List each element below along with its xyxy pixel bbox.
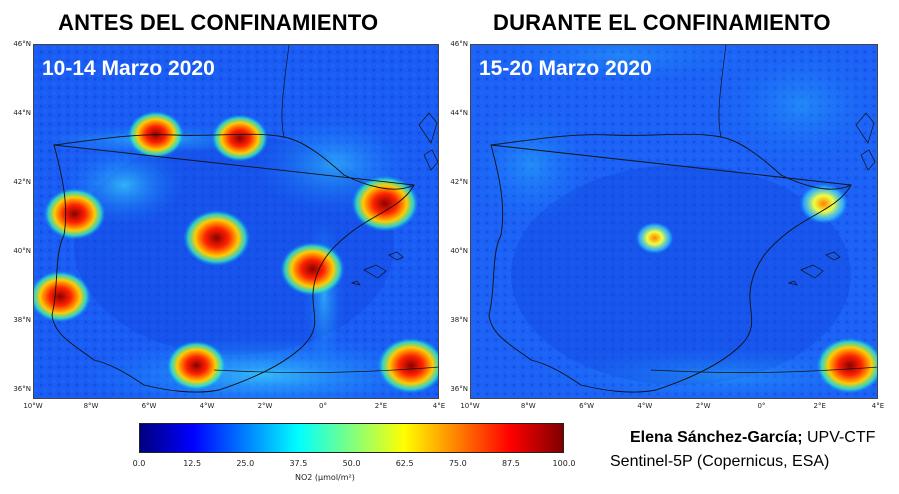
colorbar-tick: 0.0 bbox=[132, 459, 146, 468]
lat-tick: 36°N bbox=[450, 384, 468, 393]
colorbar-label: NO2 (µmol/m²) bbox=[295, 473, 355, 482]
lon-tick: 2°E bbox=[813, 402, 826, 410]
map-before: 10-14 Marzo 2020 bbox=[33, 44, 439, 399]
hotspot-barcelona bbox=[351, 175, 419, 232]
hotspot-madrid bbox=[635, 222, 674, 254]
hotspot-málaga bbox=[166, 340, 227, 391]
author-name: Elena Sánchez-García; bbox=[630, 429, 803, 446]
hotspot-argel bbox=[816, 337, 877, 394]
lat-tick: 40°N bbox=[13, 246, 31, 255]
lon-tick: 2°E bbox=[374, 402, 388, 410]
lat-tick: 44°N bbox=[13, 108, 31, 117]
lon-tick: 8°W bbox=[520, 402, 536, 410]
hotspot-bilbao bbox=[211, 114, 269, 162]
lon-tick: 0° bbox=[757, 402, 766, 410]
lon-tick: 8°W bbox=[83, 402, 99, 410]
colorbar-fill bbox=[140, 424, 563, 452]
period-label-before: 10-14 Marzo 2020 bbox=[42, 57, 215, 80]
lon-tick: 6°W bbox=[141, 402, 157, 410]
colorbar-tick: 37.5 bbox=[289, 459, 308, 468]
lon-tick: 4°E bbox=[432, 402, 446, 410]
lon-tick: 4°E bbox=[871, 402, 885, 410]
hotspot-barcelona bbox=[799, 183, 848, 224]
colorbar-tick: 50.0 bbox=[342, 459, 361, 468]
lat-tick: 42°N bbox=[13, 177, 31, 186]
hotspot-madrid bbox=[183, 210, 251, 267]
lon-tick: 10°W bbox=[23, 402, 43, 410]
no2-map-before bbox=[34, 45, 438, 398]
colorbar-tick: 62.5 bbox=[395, 459, 414, 468]
author-affiliation: UPV-CTF bbox=[802, 429, 876, 446]
map-during: 15-20 Marzo 2020 bbox=[470, 44, 878, 399]
colorbar-tick: 12.5 bbox=[183, 459, 202, 468]
lon-tick: 2°W bbox=[257, 402, 273, 410]
hotspot-valencia bbox=[280, 242, 345, 296]
lat-tick: 36°N bbox=[13, 384, 31, 393]
period-label-during: 15-20 Marzo 2020 bbox=[479, 57, 652, 80]
lat-tick: 40°N bbox=[450, 246, 468, 255]
colorbar-tick: 75.0 bbox=[448, 459, 467, 468]
colorbar bbox=[139, 423, 564, 453]
lon-tick: 10°W bbox=[460, 402, 480, 410]
no2-map-during bbox=[471, 45, 877, 398]
lat-tick: 44°N bbox=[450, 108, 468, 117]
title-during: DURANTE EL CONFINAMIENTO bbox=[493, 10, 831, 35]
lat-tick: 42°N bbox=[450, 177, 468, 186]
lon-tick: 2°W bbox=[695, 402, 711, 410]
lon-tick: 4°W bbox=[637, 402, 653, 410]
lon-tick: 4°W bbox=[199, 402, 215, 410]
credit-author: Elena Sánchez-García; UPV-CTF bbox=[630, 429, 875, 447]
colorbar-gradient bbox=[140, 424, 563, 452]
colorbar-tick: 25.0 bbox=[236, 459, 255, 468]
credit-source: Sentinel-5P (Copernicus, ESA) bbox=[610, 453, 830, 470]
lon-tick: 0° bbox=[319, 402, 327, 410]
lat-tick: 38°N bbox=[13, 315, 31, 324]
hotspot-porto bbox=[43, 188, 106, 240]
colorbar-tick: 87.5 bbox=[501, 459, 520, 468]
lat-tick: 38°N bbox=[450, 315, 468, 324]
title-before: ANTES DEL CONFINAMIENTO bbox=[58, 10, 379, 35]
hotspot-lisboa bbox=[34, 270, 92, 323]
colorbar-tick: 100.0 bbox=[552, 459, 576, 468]
hotspot-argel bbox=[377, 337, 438, 394]
lat-tick: 46°N bbox=[13, 40, 31, 48]
lat-tick: 46°N bbox=[450, 40, 468, 48]
lon-tick: 6°W bbox=[579, 402, 594, 410]
